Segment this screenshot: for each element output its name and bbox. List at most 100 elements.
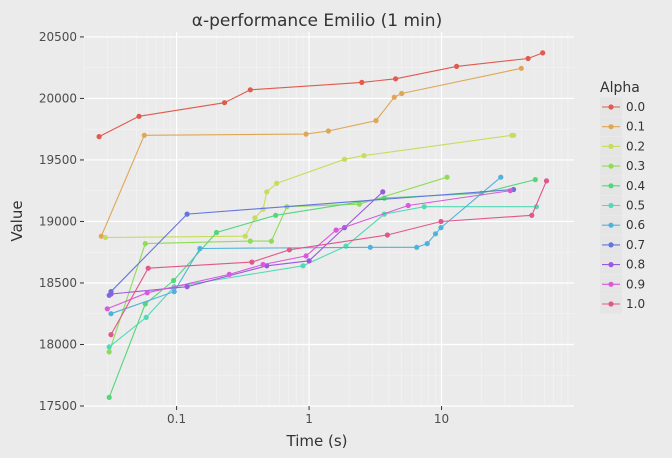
legend-item: 0.7 <box>600 235 645 255</box>
data-point <box>197 245 203 252</box>
data-point <box>510 132 517 138</box>
data-point <box>171 277 177 284</box>
data-point <box>399 90 405 97</box>
data-point <box>226 271 232 277</box>
legend-item: 0.5 <box>600 196 645 215</box>
series-line <box>108 206 537 348</box>
data-point <box>525 55 531 62</box>
data-point <box>108 311 114 317</box>
data-point <box>141 132 147 138</box>
data-point <box>96 134 102 140</box>
series-layer <box>96 50 550 400</box>
legend-item: 0.0 <box>600 97 645 117</box>
y-tick-label: 20000 <box>39 91 77 105</box>
data-point <box>252 215 258 221</box>
series-1.0 <box>108 178 550 338</box>
data-point <box>145 265 151 271</box>
y-axis-ticks: 17500 18000 18500 19000 19500 20000 20500 <box>39 30 84 413</box>
data-point <box>361 153 367 159</box>
legend-label: 0.5 <box>626 199 645 213</box>
data-point <box>286 247 292 253</box>
legend-label: 0.1 <box>626 120 645 134</box>
data-point <box>341 156 348 162</box>
data-point <box>391 94 397 100</box>
data-point <box>264 189 270 195</box>
x-tick-label: 10 <box>434 412 449 426</box>
data-point <box>518 65 524 71</box>
legend-key-point <box>608 242 614 248</box>
data-point <box>106 394 112 400</box>
legend-key-point <box>608 222 614 228</box>
data-point <box>498 174 504 180</box>
data-point <box>380 189 386 195</box>
data-point <box>144 290 150 296</box>
data-point <box>260 206 266 212</box>
data-point <box>303 253 309 259</box>
data-point <box>184 211 190 217</box>
series-0.9 <box>104 188 513 312</box>
legend-label: 0.7 <box>626 238 645 252</box>
data-point <box>373 118 379 124</box>
legend-key-point <box>608 202 614 209</box>
y-tick-label: 17500 <box>39 399 77 413</box>
legend-label: 0.3 <box>626 159 645 173</box>
legend-key-point <box>608 143 614 149</box>
data-point <box>273 212 279 218</box>
data-point <box>300 263 306 269</box>
legend-item: 0.6 <box>600 215 645 235</box>
data-point <box>306 258 312 264</box>
legend-item: 1.0 <box>600 294 645 314</box>
data-point <box>540 50 546 56</box>
data-point <box>356 201 362 207</box>
data-point <box>274 180 280 186</box>
series-line <box>110 191 384 295</box>
series-line <box>105 134 514 239</box>
data-point <box>106 344 112 350</box>
series-0.1 <box>98 65 524 239</box>
chart-title: α-performance Emilio (1 min) <box>192 11 442 31</box>
data-point <box>260 261 266 268</box>
series-0.3 <box>106 174 450 355</box>
series-0.0 <box>96 50 546 140</box>
data-point <box>303 131 309 137</box>
data-point <box>367 244 373 250</box>
series-line <box>110 180 548 335</box>
y-tick-label: 19000 <box>39 214 77 228</box>
data-point <box>108 332 114 338</box>
data-point <box>333 227 339 233</box>
data-point <box>454 63 460 69</box>
legend-label: 0.8 <box>626 258 645 272</box>
data-point <box>405 202 411 209</box>
data-point <box>421 204 427 210</box>
y-tick-label: 20500 <box>39 30 77 44</box>
grid <box>83 32 574 407</box>
legend-item: 0.2 <box>600 136 645 156</box>
legend-label: 0.9 <box>626 277 645 291</box>
data-point <box>325 128 331 134</box>
data-point <box>393 76 399 82</box>
data-point <box>507 188 513 194</box>
legend-key-point <box>608 104 614 110</box>
legend-key-point <box>608 262 614 268</box>
legend-title: Alpha <box>600 80 640 96</box>
series-line <box>107 190 511 310</box>
data-point <box>98 233 104 239</box>
data-point <box>444 174 450 180</box>
x-axis-title: Time (s) <box>286 432 348 450</box>
data-point <box>529 212 535 218</box>
legend-key-point <box>608 301 614 307</box>
data-point <box>414 244 420 250</box>
data-point <box>184 284 190 290</box>
legend-label: 1.0 <box>626 297 645 311</box>
data-point <box>108 291 114 297</box>
legend-key-point <box>608 281 614 287</box>
legend-key-point <box>608 124 614 130</box>
series-0.2 <box>102 132 517 241</box>
data-point <box>438 225 444 231</box>
legend-label: 0.6 <box>626 218 645 232</box>
data-point <box>142 241 148 247</box>
x-tick-label: 0.1 <box>167 412 186 426</box>
data-point <box>136 113 142 119</box>
data-point <box>247 238 253 244</box>
data-point <box>102 234 108 241</box>
